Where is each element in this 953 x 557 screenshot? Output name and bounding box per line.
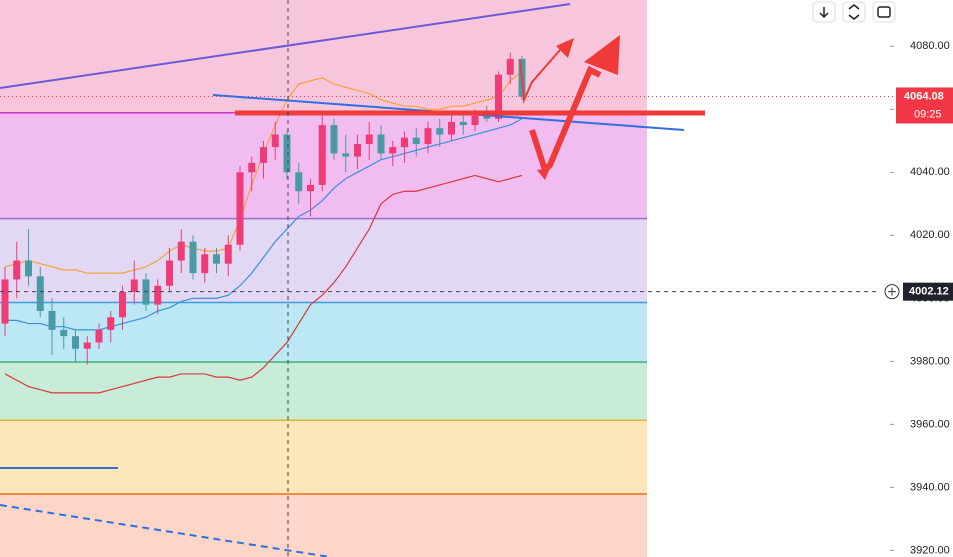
icon: [848, 4, 860, 20]
crosshair-plus-icon: [888, 287, 896, 296]
candle-body: [506, 58, 514, 75]
dashed-line: [0, 504, 331, 557]
candle-body: [295, 172, 303, 192]
candle-body: [13, 260, 21, 280]
indicator-line: [4, 174, 523, 394]
candle-body: [342, 153, 350, 157]
candle-body: [119, 292, 126, 318]
y-tick-label: 4020.00: [910, 229, 950, 241]
y-tick-label: 3980.00: [910, 355, 950, 367]
candle-body: [25, 260, 32, 277]
user-drawings: [0, 3, 705, 557]
candle-body: [166, 260, 173, 286]
zone: [0, 361, 647, 421]
candle-body: [365, 134, 373, 144]
zone: [0, 0, 647, 113]
crosshair-label: 4002.12: [909, 286, 949, 298]
trendline: [0, 3, 571, 89]
candle-body: [459, 121, 467, 126]
candle-body: [260, 147, 267, 163]
candle-body: [483, 115, 491, 119]
candle-body: [48, 310, 56, 330]
zone: [0, 218, 647, 303]
countdown: 09:25: [914, 108, 942, 120]
last-price-label: 4064.08: [904, 90, 944, 102]
button[interactable]: [842, 1, 866, 23]
candle-body: [248, 162, 256, 173]
candle-body: [36, 276, 44, 311]
candle-body: [307, 184, 314, 192]
candle-body: [189, 241, 197, 274]
candle-body: [377, 134, 385, 154]
price-axis: 3920.003940.003960.003980.004000.004020.…: [0, 40, 953, 556]
button[interactable]: [872, 1, 896, 23]
zone: [0, 302, 647, 362]
icon: [819, 7, 829, 19]
candle-body: [389, 147, 397, 154]
candle-body: [236, 172, 244, 245]
candle-body: [330, 125, 338, 154]
last-price-box: [896, 87, 953, 124]
indicator-line: [5, 118, 523, 331]
candle-body: [471, 115, 479, 126]
candle-body: [83, 342, 91, 349]
arrow-head: [556, 38, 574, 58]
toolbar: [812, 1, 896, 23]
candle-body: [177, 241, 185, 261]
arrow: [519, 49, 561, 104]
y-tick-label: 3960.00: [910, 418, 950, 430]
candle-body: [424, 128, 432, 144]
y-tick-label: 3940.00: [910, 481, 950, 493]
candle-body: [213, 254, 220, 264]
candle-body: [495, 74, 502, 119]
candle-body: [1, 279, 9, 324]
crosshair-box: [903, 282, 953, 301]
candle-body: [154, 285, 162, 305]
candle-body: [436, 128, 444, 135]
candle-body: [224, 244, 232, 264]
arrow-head: [584, 35, 620, 75]
arrow-head: [537, 168, 550, 180]
candle-body: [107, 317, 115, 330]
candle-body: [95, 329, 103, 343]
arrow: [529, 65, 602, 176]
candle-body: [318, 125, 326, 185]
zones: [0, 0, 647, 557]
candle-body: [401, 137, 408, 148]
candle-body: [448, 121, 455, 135]
candle-body: [271, 134, 279, 148]
icon: [877, 6, 891, 18]
candle-body: [412, 137, 420, 144]
candle-body: [354, 143, 361, 157]
y-tick-label: 4040.00: [910, 166, 950, 178]
zone: [0, 493, 647, 557]
candle-body: [72, 336, 79, 349]
candle-body: [201, 254, 209, 274]
candle-body: [283, 134, 291, 173]
candle-body: [60, 329, 68, 337]
zone: [0, 420, 647, 494]
y-tick-label: 3920.00: [910, 544, 950, 556]
y-tick-label: 4080.00: [910, 40, 950, 52]
candle-body: [130, 279, 138, 293]
